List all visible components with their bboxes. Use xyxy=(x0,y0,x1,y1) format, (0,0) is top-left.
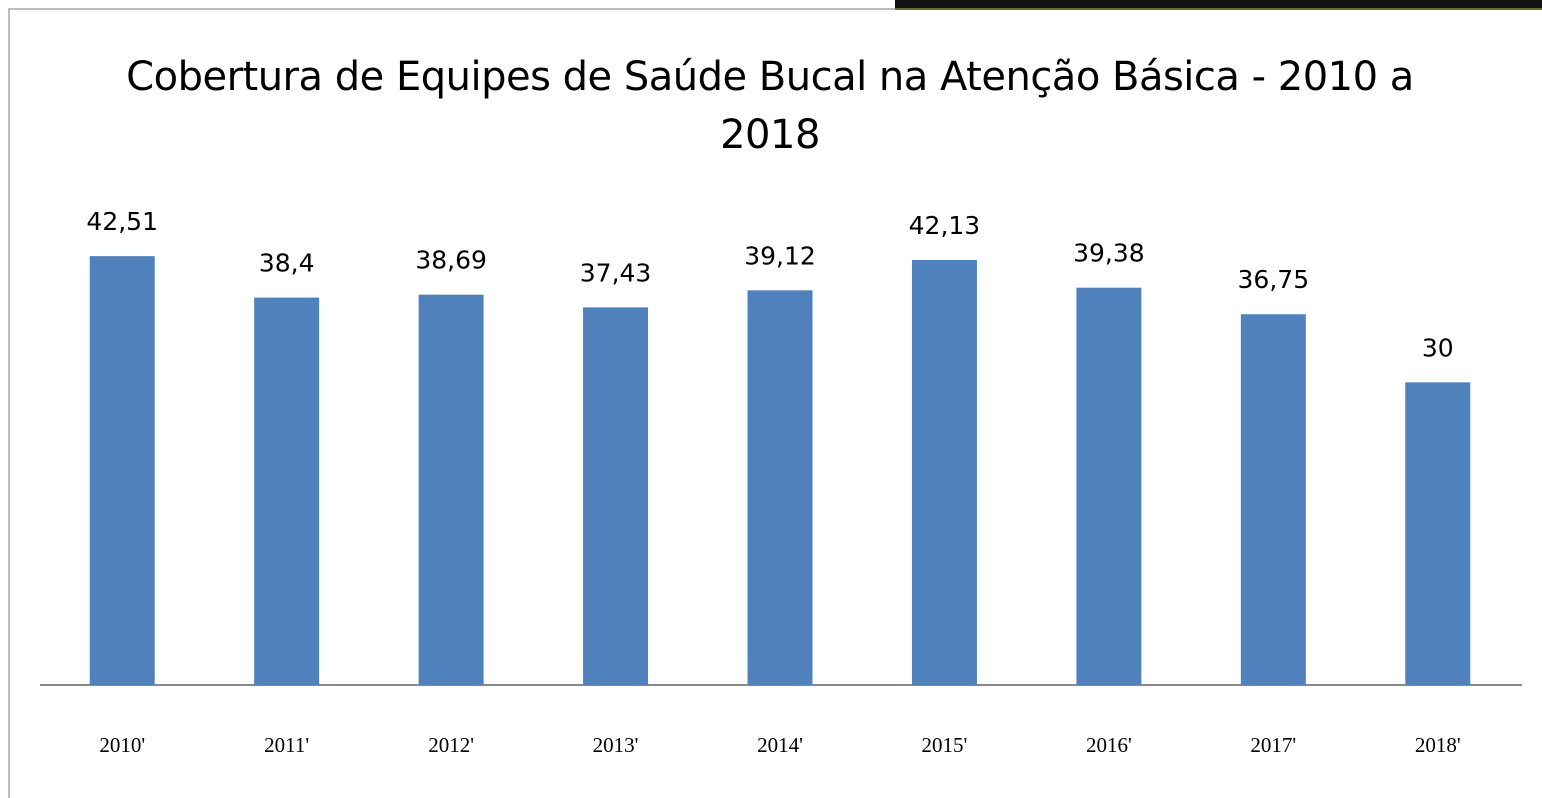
data-label: 42,51 xyxy=(86,207,158,236)
bar xyxy=(911,259,977,685)
x-tick-label: 2016' xyxy=(1086,733,1132,757)
bar xyxy=(1076,287,1142,685)
x-tick-label: 2017' xyxy=(1250,733,1296,757)
x-tick-label: 2014' xyxy=(757,733,803,757)
data-label: 30 xyxy=(1422,333,1454,362)
data-label: 36,75 xyxy=(1238,265,1310,294)
data-label: 42,13 xyxy=(909,211,981,240)
data-label: 39,38 xyxy=(1073,239,1145,268)
chart-title: Cobertura de Equipes de Saúde Bucal na A… xyxy=(126,54,1414,158)
x-tick-label: 2018' xyxy=(1415,733,1461,757)
bar xyxy=(583,307,649,685)
data-label: 39,12 xyxy=(744,241,816,270)
x-tick-label: 2012' xyxy=(428,733,474,757)
bar xyxy=(747,290,813,685)
data-label: 38,69 xyxy=(415,246,487,275)
bar xyxy=(89,256,155,685)
top-decoration xyxy=(895,0,1542,9)
x-tick-label: 2010' xyxy=(99,733,145,757)
bar xyxy=(1405,382,1471,685)
x-tick-label: 2011' xyxy=(264,733,309,757)
data-label: 38,4 xyxy=(259,249,315,278)
bar xyxy=(418,294,484,685)
bar xyxy=(254,297,320,685)
data-label: 37,43 xyxy=(580,258,652,287)
x-tick-label: 2013' xyxy=(593,733,639,757)
chart-frame xyxy=(8,8,1542,798)
x-tick-label: 2015' xyxy=(922,733,968,757)
bar xyxy=(1240,314,1306,685)
